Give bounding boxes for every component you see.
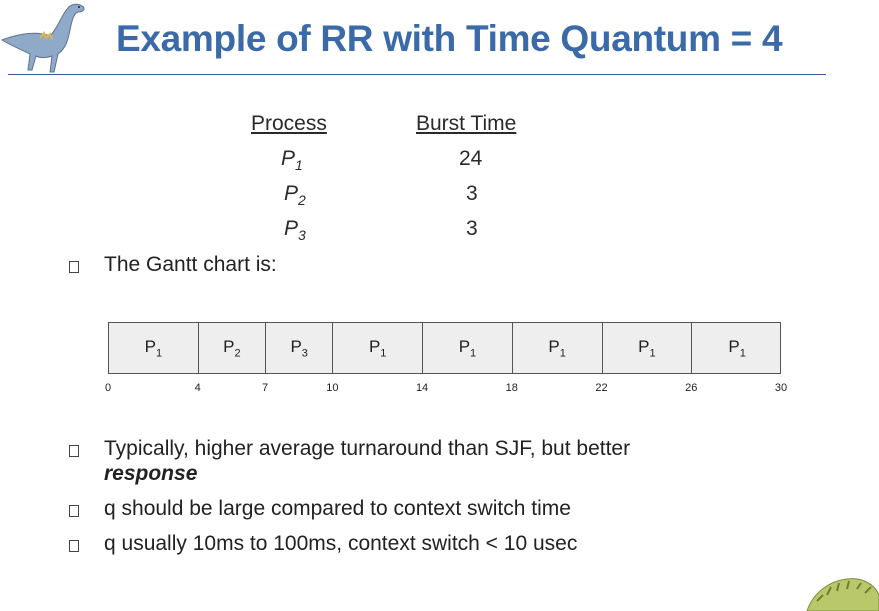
gantt-segment: P1 (603, 323, 693, 373)
process-column-header: Process (251, 112, 327, 135)
gantt-segment-label: P3 (290, 336, 308, 360)
process-name: P2 (284, 182, 306, 209)
dinosaur-corner-icon (806, 578, 879, 611)
gantt-tick-label: 26 (685, 382, 698, 394)
gantt-tick-label: 14 (415, 382, 429, 394)
gantt-segment: P1 (333, 323, 424, 373)
gantt-segment-label: P1 (548, 336, 566, 360)
process-name: P1 (281, 147, 303, 174)
bullet-icon (69, 540, 79, 552)
gantt-segment: P1 (692, 323, 782, 373)
bullet-response-emphasis: response (104, 462, 198, 485)
gantt-segment: P3 (266, 323, 334, 373)
gantt-segment-label: P1 (368, 336, 387, 360)
gantt-segment-label: P1 (638, 336, 656, 360)
bullet-icon (69, 445, 79, 457)
gantt-tick-label: 18 (505, 382, 518, 394)
bullet-quantum-size-text: q should be large compared to context sw… (104, 497, 571, 520)
burst-time-value: 3 (466, 217, 478, 240)
gantt-tick-label: 10 (326, 382, 339, 394)
gantt-tick-label: 4 (194, 382, 201, 394)
gantt-segment-label: P1 (728, 336, 746, 360)
burst-time-value: 3 (466, 182, 478, 205)
gantt-tick-label: 7 (261, 382, 269, 394)
gantt-segment-label: P1 (144, 336, 163, 360)
process-name: P3 (284, 217, 306, 244)
gantt-segment: P1 (513, 323, 603, 373)
gantt-chart: P1 P2 P3 P1 P1 P1 P1 P1 (108, 322, 781, 374)
gantt-segment: P1 (423, 323, 513, 373)
gantt-segment: P2 (199, 323, 267, 373)
title-divider (8, 74, 826, 75)
bullet-quantum-range-text: q usually 10ms to 100ms, context switch … (104, 532, 578, 555)
gantt-tick-label: 22 (595, 382, 608, 394)
gantt-tick-label: 0 (104, 382, 112, 394)
gantt-segment: P1 (109, 323, 199, 373)
burst-time-column-header: Burst Time (416, 112, 517, 135)
page-title: Example of RR with Time Quantum = 4 (116, 18, 783, 59)
bullet-icon (69, 505, 79, 517)
bullet-icon (69, 261, 79, 273)
gantt-tick-label: 30 (774, 382, 788, 394)
gantt-segment-label: P2 (223, 336, 241, 360)
burst-time-value: 24 (459, 147, 483, 170)
gantt-segment-label: P1 (458, 336, 477, 360)
dinosaur-logo-icon (0, 3, 85, 73)
bullet-turnaround-text: Typically, higher average turnaround tha… (104, 437, 631, 460)
gantt-intro-text: The Gantt chart is: (104, 253, 277, 276)
